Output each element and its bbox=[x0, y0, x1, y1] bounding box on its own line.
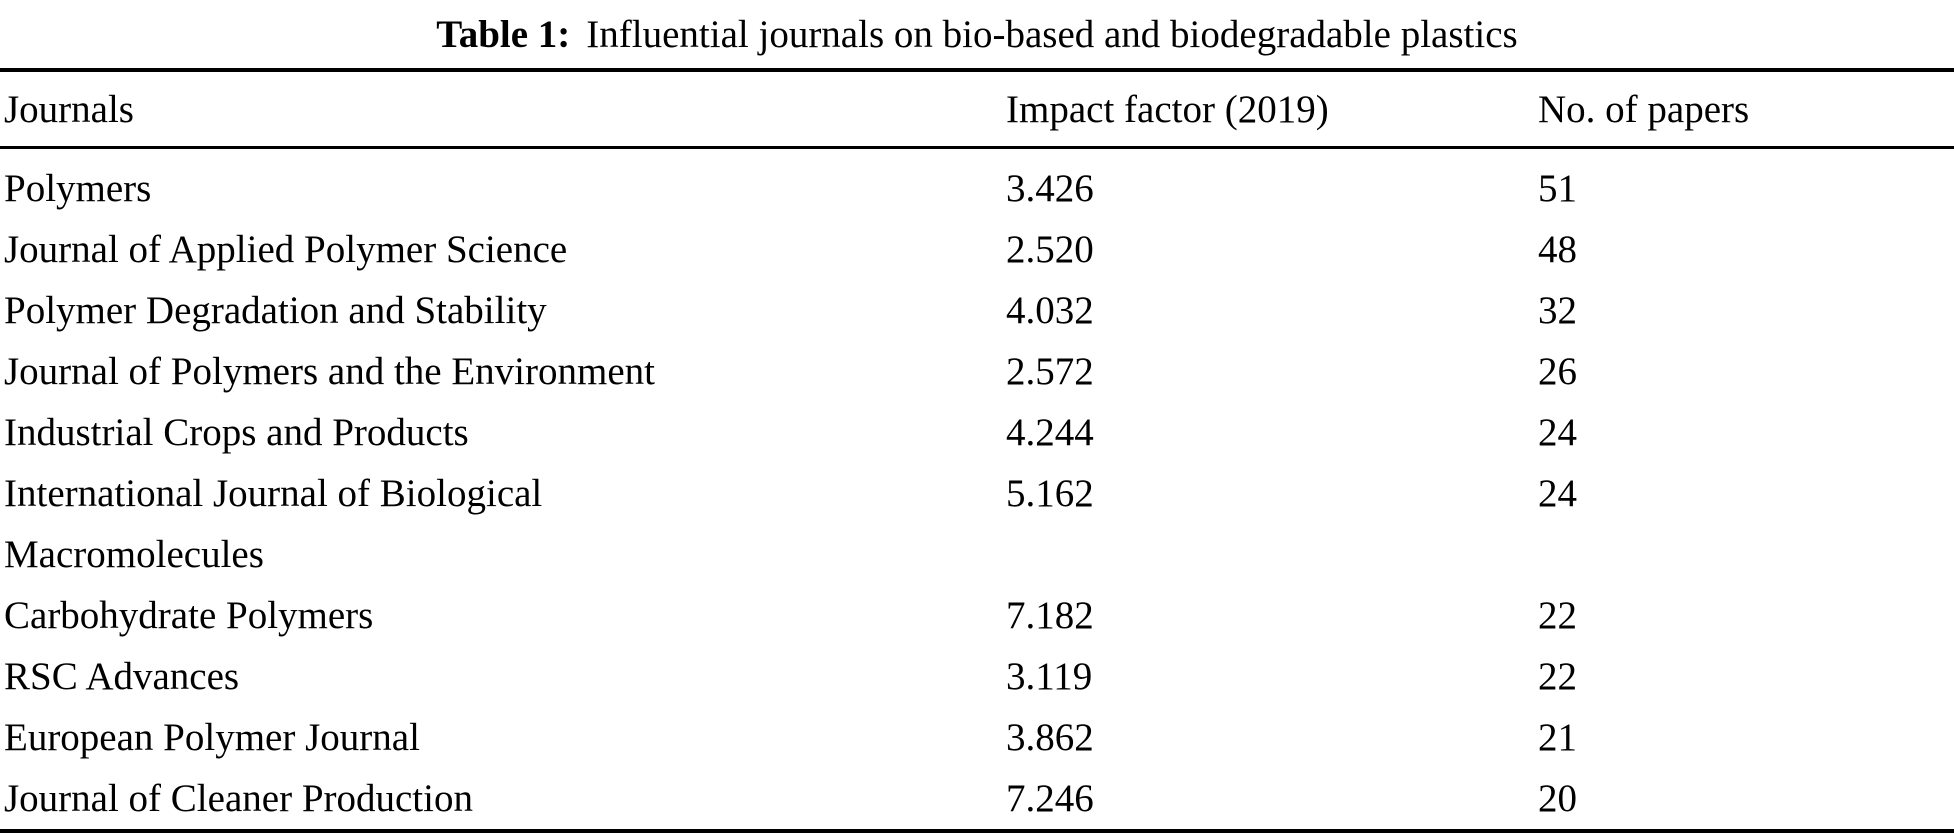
table-caption-label: Table 1: bbox=[436, 13, 571, 56]
table-row: Polymer Degradation and Stability 4.032 … bbox=[0, 280, 1954, 341]
journal-cell: Industrial Crops and Products bbox=[4, 411, 469, 454]
journal-cell: International Journal of Biological Macr… bbox=[4, 472, 543, 576]
table-row: Journal of Applied Polymer Science 2.520… bbox=[0, 219, 1954, 280]
papers-cell: 24 bbox=[1538, 472, 1577, 515]
journal-cell: European Polymer Journal bbox=[4, 716, 420, 759]
impact-factor-cell: 5.162 bbox=[1006, 472, 1094, 515]
journal-cell: RSC Advances bbox=[4, 655, 240, 698]
papers-cell: 22 bbox=[1538, 655, 1577, 698]
table-row: Industrial Crops and Products 4.244 24 bbox=[0, 402, 1954, 463]
papers-cell: 51 bbox=[1538, 167, 1577, 210]
table-header-row: Journals Impact factor (2019) No. of pap… bbox=[0, 70, 1954, 149]
impact-factor-cell: 2.520 bbox=[1006, 228, 1094, 271]
papers-cell: 22 bbox=[1538, 594, 1577, 637]
impact-factor-cell: 4.032 bbox=[1006, 289, 1094, 332]
papers-cell: 20 bbox=[1538, 777, 1577, 820]
papers-cell: 26 bbox=[1538, 350, 1577, 393]
table-caption-text: Influential journals on bio-based and bi… bbox=[586, 13, 1518, 56]
journal-cell: Polymers bbox=[4, 167, 152, 210]
table-header: Journals Impact factor (2019) No. of pap… bbox=[0, 70, 1954, 149]
impact-factor-cell: 2.572 bbox=[1006, 350, 1094, 393]
table-row: Polymers 3.426 51 bbox=[0, 148, 1954, 220]
papers-cell: 48 bbox=[1538, 228, 1577, 271]
table-caption: Table 1: Influential journals on bio-base… bbox=[0, 0, 1954, 68]
impact-factor-cell: 3.862 bbox=[1006, 716, 1094, 759]
column-header-no-of-papers: No. of papers bbox=[1538, 70, 1954, 149]
papers-cell: 32 bbox=[1538, 289, 1577, 332]
table-row: Carbohydrate Polymers 7.182 22 bbox=[0, 585, 1954, 646]
papers-cell: 24 bbox=[1538, 411, 1577, 454]
column-header-journals: Journals bbox=[0, 70, 1006, 149]
journal-cell: Journal of Cleaner Production bbox=[4, 777, 473, 820]
journal-cell: Journal of Applied Polymer Science bbox=[4, 228, 568, 271]
table-row: European Polymer Journal 3.862 21 bbox=[0, 707, 1954, 768]
journal-cell: Journal of Polymers and the Environment bbox=[4, 350, 655, 393]
journals-table: Journals Impact factor (2019) No. of pap… bbox=[0, 68, 1954, 833]
table-body: Polymers 3.426 51 Journal of Applied Pol… bbox=[0, 148, 1954, 832]
table-row: Journal of Polymers and the Environment … bbox=[0, 341, 1954, 402]
impact-factor-cell: 3.119 bbox=[1006, 655, 1093, 698]
impact-factor-cell: 7.246 bbox=[1006, 777, 1094, 820]
column-header-impact-factor: Impact factor (2019) bbox=[1006, 70, 1538, 149]
journal-cell: Polymer Degradation and Stability bbox=[4, 289, 547, 332]
impact-factor-cell: 7.182 bbox=[1006, 594, 1094, 637]
journal-cell: Carbohydrate Polymers bbox=[4, 594, 374, 637]
table-row: RSC Advances 3.119 22 bbox=[0, 646, 1954, 707]
papers-cell: 21 bbox=[1538, 716, 1577, 759]
impact-factor-cell: 3.426 bbox=[1006, 167, 1094, 210]
table-row: Journal of Cleaner Production 7.246 20 bbox=[0, 768, 1954, 831]
table-row: International Journal of Biological Macr… bbox=[0, 463, 1954, 585]
impact-factor-cell: 4.244 bbox=[1006, 411, 1094, 454]
